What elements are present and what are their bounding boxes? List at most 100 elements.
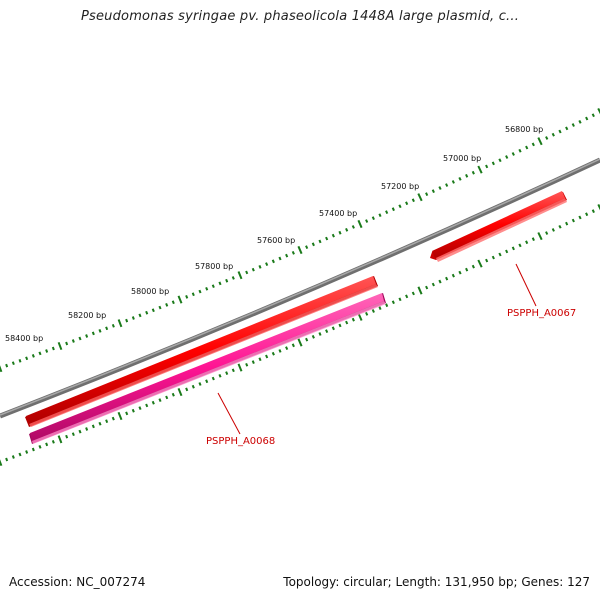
tick-label-57600: 57600 bp <box>257 236 295 245</box>
inner-ruler-tick <box>145 403 149 408</box>
inner-ruler-tick <box>378 306 382 310</box>
outer-ruler-tick <box>225 278 229 283</box>
inner-ruler <box>0 203 600 467</box>
inner-ruler-tick <box>65 434 69 439</box>
inner-ruler-tick <box>477 259 483 268</box>
outer-ruler-tick <box>431 189 435 194</box>
outer-ruler-tick <box>0 365 3 373</box>
inner-ruler-tick <box>445 276 449 281</box>
inner-ruler-tick <box>458 270 462 275</box>
inner-ruler-tick <box>371 309 375 313</box>
gene-PSPPH_A0067[interactable] <box>430 191 567 262</box>
outer-ruler-tick <box>297 245 303 255</box>
outer-ruler-tick <box>71 339 75 343</box>
gene-reverse-strand[interactable] <box>29 293 386 444</box>
outer-ruler-tick <box>111 323 115 328</box>
accession-text: Accession: NC_007274 <box>9 575 146 589</box>
outer-ruler-tick <box>551 132 555 137</box>
outer-ruler-tick <box>278 256 282 261</box>
outer-ruler-tick <box>171 300 175 305</box>
outer-ruler-tick <box>51 346 55 351</box>
outer-ruler-tick <box>578 119 582 124</box>
outer-ruler-tick <box>57 341 63 351</box>
inner-ruler-tick <box>525 240 529 245</box>
outer-ruler-tick <box>405 201 409 206</box>
outer-ruler-tick <box>245 270 249 275</box>
topology-summary-text: Topology: circular; Length: 131,950 bp; … <box>283 575 590 589</box>
inner-ruler-tick <box>278 349 282 353</box>
outer-ruler-tick <box>311 242 315 247</box>
inner-ruler-tick <box>5 457 9 462</box>
outer-ruler-tick <box>445 183 449 187</box>
outer-ruler-tick <box>85 334 89 338</box>
inner-ruler-tick <box>78 429 82 434</box>
outer-ruler-tick <box>125 318 129 323</box>
inner-ruler-tick <box>265 354 269 359</box>
tick-label-57200: 57200 bp <box>381 182 419 191</box>
outer-ruler-tick <box>237 271 243 280</box>
inner-ruler-tick <box>117 411 123 421</box>
inner-ruler-tick <box>385 303 389 308</box>
outer-ruler-tick <box>5 363 9 368</box>
gene-label-PSPPH_A0067[interactable]: PSPPH_A0067 <box>507 308 576 319</box>
outer-ruler-tick <box>65 341 69 346</box>
tick-label-58400: 58400 bp <box>5 334 43 343</box>
inner-ruler-tick <box>198 382 202 386</box>
outer-ruler-tick <box>597 107 600 115</box>
inner-ruler-tick <box>131 408 135 413</box>
outer-ruler-tick <box>165 303 169 307</box>
outer-ruler-tick <box>417 193 423 202</box>
outer-ruler-tick <box>11 361 15 366</box>
plasmid-backbone-highlight <box>0 158 600 416</box>
outer-ruler <box>0 107 600 373</box>
gene-label-PSPPH_A0068[interactable]: PSPPH_A0068 <box>206 436 275 447</box>
inner-ruler-tick <box>45 442 49 447</box>
outer-ruler-tick <box>177 295 183 304</box>
outer-ruler-tick <box>25 356 29 361</box>
tick-label-57800: 57800 bp <box>195 262 233 271</box>
tick-label-56800: 56800 bp <box>505 125 543 134</box>
inner-ruler-tick <box>451 273 455 278</box>
outer-ruler-tick <box>265 262 269 266</box>
outer-ruler-tick <box>378 213 382 217</box>
inner-ruler-tick <box>585 212 589 217</box>
outer-ruler-tick <box>357 219 363 229</box>
gene-PSPPH_A0068[interactable] <box>25 276 378 427</box>
inner-ruler-tick <box>98 421 102 426</box>
inner-ruler-tick <box>237 363 243 372</box>
outer-ruler-tick <box>331 233 335 238</box>
inner-ruler-tick <box>578 215 582 220</box>
inner-ruler-tick <box>518 243 522 248</box>
inner-ruler-tick <box>165 395 169 400</box>
outer-ruler-tick <box>525 145 529 150</box>
map-title: Pseudomonas syringae pv. phaseolicola 14… <box>80 9 520 24</box>
inner-ruler-tick <box>57 435 63 444</box>
inner-ruler-tick <box>338 323 342 328</box>
outer-ruler-tick <box>45 349 49 353</box>
outer-ruler-tick <box>151 308 155 313</box>
outer-ruler-tick <box>498 158 502 163</box>
inner-ruler-tick <box>211 376 215 381</box>
inner-ruler-tick <box>325 329 329 334</box>
inner-ruler-tick <box>491 255 495 260</box>
outer-ruler-tick <box>451 180 455 184</box>
inner-ruler-tick <box>0 459 3 467</box>
outer-ruler-tick <box>365 219 369 223</box>
outer-ruler-tick <box>411 198 415 203</box>
outer-ruler-tick <box>438 186 442 190</box>
outer-ruler-tick <box>251 267 255 272</box>
inner-ruler-tick <box>391 300 395 305</box>
outer-ruler-tick <box>198 289 202 294</box>
inner-ruler-tick <box>305 337 309 342</box>
outer-ruler-tick <box>117 319 123 328</box>
outer-ruler-tick <box>158 305 162 310</box>
outer-ruler-tick <box>537 137 543 146</box>
inner-ruler-tick <box>91 424 95 429</box>
inner-ruler-tick <box>311 334 315 339</box>
tick-label-58000: 58000 bp <box>131 287 169 296</box>
outer-ruler-tick <box>325 236 329 241</box>
outer-ruler-tick <box>511 152 515 156</box>
inner-ruler-tick <box>177 388 183 397</box>
outer-ruler-tick <box>391 207 395 212</box>
